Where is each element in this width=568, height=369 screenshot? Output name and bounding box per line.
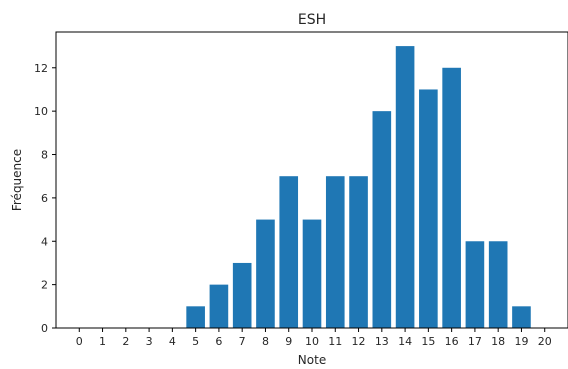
bar-5 <box>186 306 205 328</box>
x-tick-label-10: 10 <box>305 335 319 348</box>
y-axis: 0 2 4 6 8 10 12 <box>34 62 56 335</box>
x-tick-label-2: 2 <box>122 335 129 348</box>
x-tick-label-1: 1 <box>99 335 106 348</box>
x-tick-label-6: 6 <box>215 335 222 348</box>
x-tick-label-4: 4 <box>169 335 176 348</box>
x-tick-label-5: 5 <box>192 335 199 348</box>
bars-group <box>186 46 531 329</box>
bar-7 <box>232 262 252 328</box>
x-tick-label-9: 9 <box>285 335 292 348</box>
bar-16 <box>442 67 461 329</box>
x-tick-label-16: 16 <box>445 335 459 348</box>
bar-11 <box>325 176 345 328</box>
x-tick-label-12: 12 <box>352 335 366 348</box>
x-tick-label-14: 14 <box>398 335 412 348</box>
x-tick-label-3: 3 <box>146 335 153 348</box>
bar-18 <box>488 241 508 328</box>
y-axis-label: Fréquence <box>10 149 24 211</box>
y-tick-label-10: 10 <box>34 105 48 118</box>
bar-12 <box>349 176 368 328</box>
y-tick-label-4: 4 <box>41 235 48 248</box>
y-tick-label-6: 6 <box>41 192 48 205</box>
bar-17 <box>465 241 485 328</box>
x-tick-label-0: 0 <box>76 335 83 348</box>
x-tick-label-18: 18 <box>491 335 505 348</box>
x-axis-label: Note <box>298 353 326 367</box>
x-tick-label-20: 20 <box>538 335 552 348</box>
x-tick-label-13: 13 <box>375 335 389 348</box>
y-tick-label-8: 8 <box>41 149 48 162</box>
bar-6 <box>209 284 229 328</box>
x-tick-label-11: 11 <box>328 335 342 348</box>
bar-13 <box>372 111 392 329</box>
bar-8 <box>256 219 275 328</box>
x-tick-label-7: 7 <box>239 335 246 348</box>
x-axis: 0 1 2 3 4 5 6 7 8 9 10 11 12 13 14 15 16 17 18 19 20 <box>76 328 552 348</box>
chart-title: ESH <box>298 12 326 28</box>
y-tick-label-12: 12 <box>34 62 48 75</box>
bar-14 <box>395 46 415 328</box>
x-tick-label-15: 15 <box>421 335 435 348</box>
y-tick-label-2: 2 <box>41 279 48 292</box>
bar-15 <box>419 89 438 328</box>
y-tick-label-0: 0 <box>41 322 48 335</box>
x-tick-label-8: 8 <box>262 335 269 348</box>
x-tick-label-19: 19 <box>514 335 528 348</box>
bar-10 <box>302 219 322 328</box>
bar-19 <box>512 306 531 328</box>
x-tick-label-17: 17 <box>468 335 482 348</box>
bar-9 <box>279 176 299 328</box>
